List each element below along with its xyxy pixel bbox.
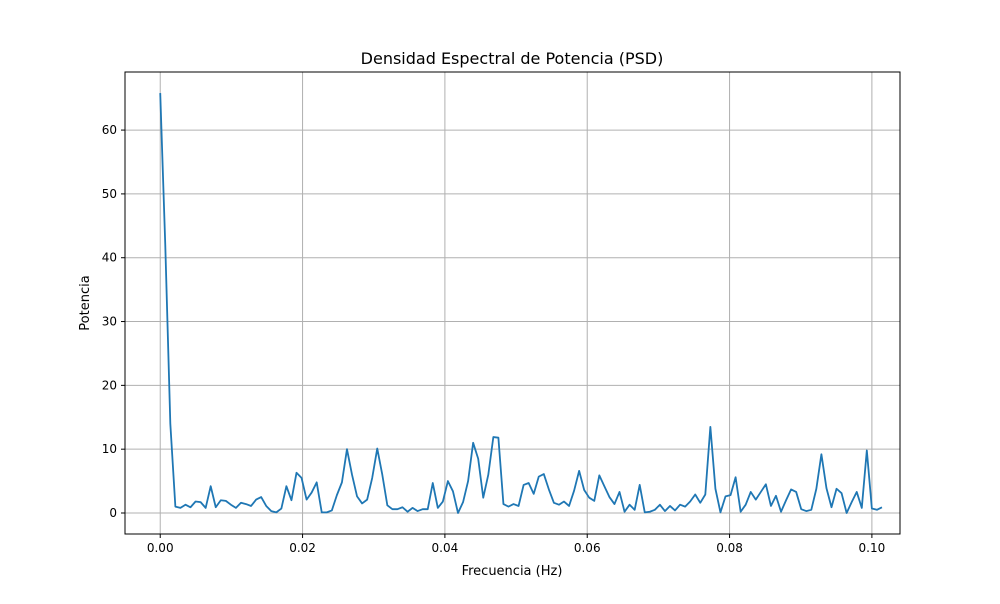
x-tick-label: 0.06: [574, 541, 601, 555]
x-tick-label: 0.02: [289, 541, 316, 555]
x-axis-label: Frecuencia (Hz): [462, 564, 563, 579]
plot-area: [159, 93, 883, 514]
y-tick-label: 40: [102, 251, 117, 265]
ticks: 0.00 0.02 0.04 0.06 0.08 0.10 0 10 20 30 40 50 60: [102, 123, 886, 555]
y-tick-label: 30: [102, 315, 117, 329]
x-tick-label: 0.10: [859, 541, 886, 555]
x-tick-label: 0.04: [432, 541, 459, 555]
psd-series-line: [159, 93, 883, 514]
y-tick-label: 0: [109, 506, 117, 520]
x-tick-label: 0.08: [716, 541, 743, 555]
x-tick-label: 0.00: [147, 541, 174, 555]
grid: [125, 72, 900, 534]
y-tick-label: 50: [102, 187, 117, 201]
y-tick-label: 10: [102, 442, 117, 456]
y-tick-label: 60: [102, 123, 117, 137]
y-tick-label: 20: [102, 378, 117, 392]
chart-title: Densidad Espectral de Potencia (PSD): [361, 49, 664, 68]
axes-frame: [124, 71, 901, 535]
y-axis-label: Potencia: [78, 275, 93, 330]
